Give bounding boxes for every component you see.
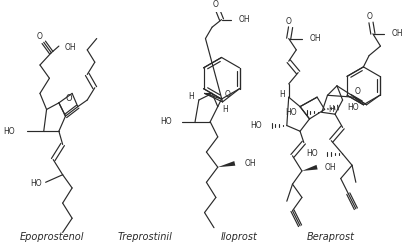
Text: O: O bbox=[37, 32, 43, 41]
Text: O: O bbox=[366, 12, 372, 21]
Text: HO: HO bbox=[161, 117, 173, 126]
Text: OH: OH bbox=[65, 43, 76, 53]
Polygon shape bbox=[302, 165, 318, 171]
Text: OH: OH bbox=[244, 159, 256, 168]
Text: HO: HO bbox=[286, 108, 297, 117]
Text: Treprostinil: Treprostinil bbox=[118, 232, 173, 242]
Text: OH: OH bbox=[239, 15, 250, 24]
Text: HO: HO bbox=[347, 103, 359, 112]
Text: H: H bbox=[223, 105, 228, 114]
Text: O: O bbox=[286, 17, 292, 26]
Text: O: O bbox=[355, 87, 361, 96]
Text: O: O bbox=[213, 0, 219, 9]
Text: H: H bbox=[328, 105, 334, 114]
Text: HO: HO bbox=[4, 127, 15, 136]
Text: Epoprostenol: Epoprostenol bbox=[19, 232, 84, 242]
Text: O: O bbox=[65, 93, 72, 103]
Polygon shape bbox=[218, 161, 235, 167]
Text: OH: OH bbox=[392, 29, 404, 38]
Text: H: H bbox=[279, 90, 285, 99]
Text: Iloprost: Iloprost bbox=[221, 232, 257, 242]
Text: Beraprost: Beraprost bbox=[307, 232, 355, 242]
Text: HO: HO bbox=[250, 121, 262, 130]
Text: HO: HO bbox=[306, 150, 318, 158]
Text: OH: OH bbox=[325, 163, 336, 172]
Text: H: H bbox=[188, 92, 194, 101]
Text: HO: HO bbox=[30, 179, 42, 188]
Text: O: O bbox=[224, 90, 230, 99]
Text: OH: OH bbox=[309, 34, 321, 43]
